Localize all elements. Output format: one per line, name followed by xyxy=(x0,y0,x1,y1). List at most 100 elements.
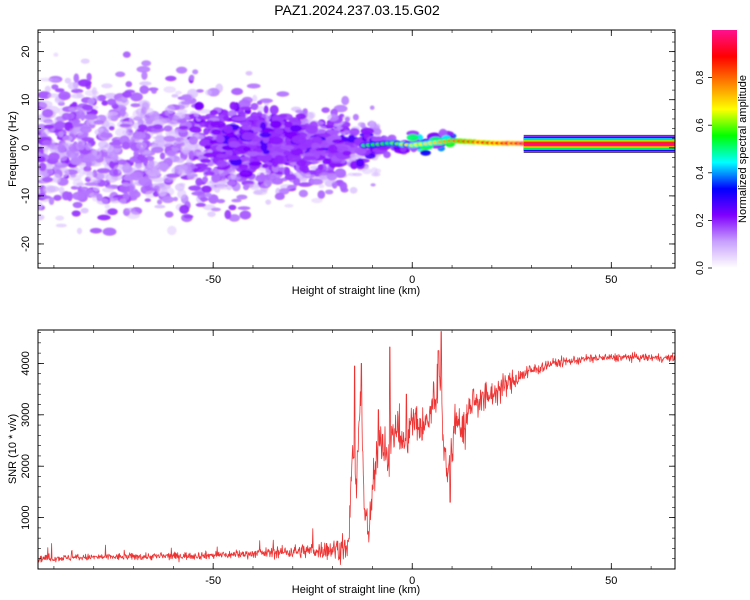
spectrogram-cell xyxy=(78,167,85,177)
spectrogram-cell xyxy=(119,183,130,194)
spectrogram-cell xyxy=(119,198,127,205)
spectrogram-cell xyxy=(101,83,113,89)
spectrogram-cell xyxy=(73,73,80,83)
spectrogram-cell xyxy=(173,196,178,202)
spectrogram-cell xyxy=(72,101,78,107)
spectrogram-cell xyxy=(81,157,92,162)
colorbar-tick-label: 0.0 xyxy=(695,261,706,275)
spectrogram-cell xyxy=(179,204,190,214)
spectrogram-cell xyxy=(106,111,119,116)
spectrogram-cell xyxy=(298,189,308,198)
spectrogram-cell xyxy=(347,172,357,177)
spectrogram-cell xyxy=(230,170,237,180)
spectrogram-cell xyxy=(274,154,284,164)
spectrogram-cell xyxy=(195,202,206,207)
spectrogram-cell xyxy=(204,192,212,198)
spectrogram-cell xyxy=(41,176,54,183)
spectrogram-cell xyxy=(339,181,348,192)
spectrogram-cell xyxy=(342,150,352,156)
spectrogram-cell xyxy=(216,160,228,168)
spectrogram-cell xyxy=(91,87,97,95)
spectrogram-cell xyxy=(262,163,269,169)
spectrogram-cell xyxy=(293,177,301,186)
spectrogram-cell xyxy=(290,124,302,133)
spectrogram-cell xyxy=(322,158,331,165)
spectrogram-cell xyxy=(167,225,177,236)
spectrogram-cell xyxy=(90,178,101,184)
spectrogram-cell xyxy=(144,198,151,203)
spectrogram-cell xyxy=(239,170,253,178)
spectrogram-cell xyxy=(61,112,72,121)
spectrogram-cell xyxy=(211,129,222,136)
spectrogram-cell xyxy=(161,196,174,204)
spectrogram-cell xyxy=(224,209,232,220)
spectrogram-cell xyxy=(321,107,330,113)
spectrogram-cell xyxy=(360,127,374,135)
spectrogram-cell xyxy=(158,162,169,171)
spectrogram-cell xyxy=(229,101,237,111)
spectrogram-cell xyxy=(125,207,136,213)
spectrogram-cell xyxy=(139,81,152,86)
spectrogram-cell xyxy=(129,156,138,163)
spectrogram-cell xyxy=(92,186,100,192)
spectrogram-cell xyxy=(121,141,131,150)
snr-y-tick-label: 2000 xyxy=(20,454,32,478)
spectrogram-cell xyxy=(54,120,65,130)
spectrogram-cell xyxy=(176,66,188,74)
spectrogram-cell xyxy=(108,126,115,131)
spectrogram-cell xyxy=(250,103,259,111)
spectrogram-cell xyxy=(165,75,177,82)
spectrogram-x-axis-label: Height of straight line (km) xyxy=(292,285,420,297)
spectrogram-cell xyxy=(132,131,146,140)
colorbar-tick-label: 0.4 xyxy=(695,165,706,179)
spectrogram-cell xyxy=(143,157,149,167)
spectrogram-cell xyxy=(243,146,251,152)
spectrogram-cell xyxy=(248,161,262,166)
spectrogram-cell xyxy=(42,108,54,118)
spectrogram-cell xyxy=(77,141,83,149)
spectrogram-cell xyxy=(283,150,292,156)
spectrogram-cell xyxy=(104,92,117,99)
spectrogram-cell xyxy=(192,69,199,75)
spectrogram-cell xyxy=(259,98,273,103)
spectrogram-cell xyxy=(249,183,260,190)
spectrogram-cell xyxy=(98,127,104,132)
spectrogram-cell xyxy=(354,147,367,155)
spectrogram-cell xyxy=(38,162,47,172)
spectrogram-cell xyxy=(350,160,358,170)
spectrogram-cell xyxy=(356,158,364,168)
spectrogram-cell xyxy=(287,184,297,189)
spectrogram-cell xyxy=(240,106,252,111)
spectrogram-cell xyxy=(102,227,117,236)
spectrogram-cell xyxy=(84,182,98,187)
spectrogram-cell xyxy=(194,101,204,111)
spectrogram-cell xyxy=(175,90,182,95)
snr-x-axis-label: Height of straight line (km) xyxy=(292,584,420,596)
spectrogram-cell xyxy=(246,151,259,157)
spectrogram-cell xyxy=(122,51,131,58)
spectrogram-cell xyxy=(141,60,152,67)
spectrogram-cell xyxy=(195,163,209,168)
spectrogram-cell xyxy=(209,109,219,116)
spectrogram-cell xyxy=(97,214,111,221)
spectrogram-cell xyxy=(245,71,253,76)
spectrogram-cell xyxy=(250,112,259,120)
spectrogram-cell xyxy=(119,123,131,128)
spectrogram-band-layer xyxy=(523,142,675,146)
spectrogram-cell xyxy=(64,77,72,84)
spectrogram-cell xyxy=(61,191,71,201)
spectrogram-cell xyxy=(257,100,263,105)
spectrogram-cell xyxy=(269,136,283,145)
spectrogram-cell xyxy=(311,142,320,149)
spectrogram-cell xyxy=(191,127,202,133)
colorbar-tick-label: 0.6 xyxy=(695,118,706,132)
spectrogram-cell xyxy=(177,108,188,114)
spectrogram-cell xyxy=(154,204,166,209)
spectrogram-cell xyxy=(257,105,265,113)
snr-y-tick-label: 3000 xyxy=(20,403,32,427)
spectrogram-cell xyxy=(101,187,114,193)
spectrogram-cell xyxy=(96,193,103,202)
spectrogram-cell xyxy=(79,126,92,134)
spectrogram-y-axis-label: Frequency (Hz) xyxy=(7,111,19,187)
spectrogram-cell xyxy=(239,156,251,162)
